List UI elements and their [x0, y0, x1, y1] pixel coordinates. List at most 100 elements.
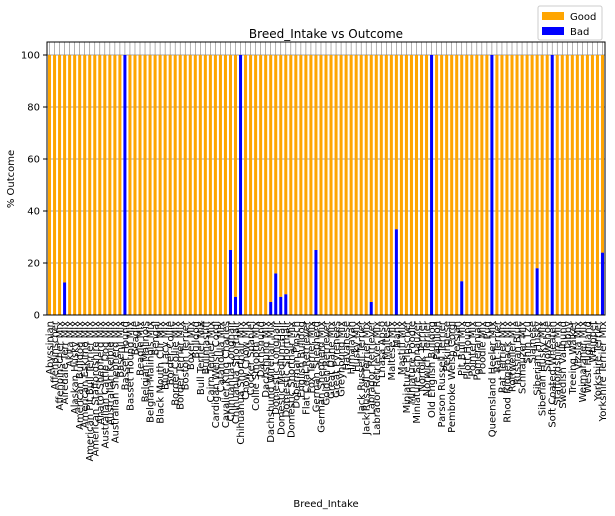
x-tick-label: Russian Blue: [513, 321, 524, 385]
bar-segment: [314, 55, 318, 250]
bar-segment: [595, 55, 599, 315]
x-tick-label: Great Dane Mix: [327, 321, 338, 399]
x-tick-label: Great Pyrenees: [332, 321, 343, 398]
bar-segment: [183, 55, 187, 315]
bar-segment: [133, 55, 137, 315]
bar-segment: [364, 55, 368, 315]
x-tick-label: Collie Smooth Mix: [251, 321, 262, 411]
x-tick-label: Snowshoe: [543, 321, 554, 372]
x-tick-label: Norwich Terrier: [422, 320, 433, 396]
bar-segment: [384, 55, 388, 315]
bar-segment: [480, 55, 484, 315]
bar-segment: [545, 55, 549, 315]
x-tick-label: Anatol Shepherd Mix: [95, 321, 106, 425]
bar-segment: [294, 55, 298, 315]
x-tick-label: Belgian Malinois Mix: [146, 321, 157, 423]
bar-segment: [264, 55, 268, 315]
bar-segment: [460, 55, 464, 282]
bar-segment: [455, 55, 459, 315]
y-tick-label: 40: [27, 207, 40, 218]
x-tick-label: Belgian Malinois: [141, 321, 152, 402]
bar-segment: [329, 55, 333, 315]
x-tick-label: Border Collie Mix: [171, 321, 182, 406]
x-tick-label: Husky Mix: [352, 321, 363, 372]
bar-segment: [108, 55, 112, 315]
bar-segment: [440, 55, 444, 315]
bar-segment: [289, 55, 293, 315]
bar-segment: [525, 55, 529, 315]
x-tick-label: Plott Hound: [462, 321, 473, 380]
x-tick-label: Siamese: [528, 321, 539, 364]
bar-segment: [520, 55, 524, 315]
x-tick-label: Bullmastiff: [201, 320, 212, 375]
bar-segment: [465, 55, 469, 315]
bar-segment: [430, 55, 434, 315]
bar-segment: [515, 55, 519, 315]
bar-segment: [153, 55, 157, 315]
bar-segment: [490, 55, 494, 315]
x-tick-label: Pug: [482, 321, 493, 340]
x-tick-label: Rhod Ridgeback Mix: [502, 321, 513, 423]
bar-segment: [208, 55, 212, 315]
x-tick-label: Rottweiler Mix: [508, 321, 519, 392]
bar-segment: [460, 281, 464, 315]
x-tick-label: Bull Terrier Mix: [196, 321, 207, 395]
y-axis-label: % Outcome: [6, 150, 17, 208]
x-tick-label: Beagle Mix: [136, 321, 147, 376]
bar-segment: [600, 252, 604, 315]
bar-segment: [575, 55, 579, 315]
bar-segment: [304, 55, 308, 315]
x-tick-label: Pomeranian: [472, 321, 483, 381]
bar-segment: [414, 55, 418, 315]
bar-segment: [58, 55, 62, 315]
x-tick-label: Cardigan Welsh Corgi: [211, 321, 222, 428]
bar-segment: [203, 55, 207, 315]
x-tick-label: Poodle Mix: [477, 321, 488, 375]
x-tick-label: Vizsla Mix: [573, 321, 584, 370]
bar-segment: [213, 55, 217, 315]
bar-segment: [148, 55, 152, 315]
bar-segment: [259, 55, 263, 315]
bar-segment: [249, 55, 253, 315]
x-tick-label: Fox Terrier Mix: [306, 321, 317, 394]
bar-segment: [48, 55, 52, 315]
bar-segment: [585, 55, 589, 315]
x-tick-label: Whippet: [588, 321, 599, 363]
bar-segment: [93, 55, 97, 315]
x-tick-label: Miniature Schnauzer: [412, 320, 423, 424]
bar-segment: [485, 55, 489, 315]
bar-segment: [254, 55, 258, 315]
x-tick-label: Border Terrier Mix: [176, 321, 187, 410]
bar-segment: [369, 302, 373, 315]
x-tick-label: Blue Lacy Mix: [161, 321, 172, 390]
x-tick-label: Dachshund Wirehair Mix: [266, 321, 277, 443]
bar-segment: [73, 55, 77, 315]
x-tick-label: Pointer Mix: [467, 321, 478, 377]
bar-segment: [359, 55, 363, 315]
bar-segment: [510, 55, 514, 315]
bar-segment: [420, 55, 424, 315]
x-tick-label: American Pit Bull Terrier Mix: [85, 321, 96, 462]
x-tick-label: Miniature Poodle: [407, 321, 418, 404]
bar-segment: [369, 55, 373, 302]
bar-segment: [234, 296, 238, 315]
bar-segment: [389, 55, 393, 315]
bar-segment: [78, 55, 82, 315]
x-tick-label: Miniature Pinscher: [402, 320, 413, 413]
bar-segment: [394, 229, 398, 315]
bar-segment: [535, 55, 539, 269]
x-tick-label: Manx: [392, 321, 403, 348]
x-tick-label: Alaskan Husky Mix: [70, 321, 81, 414]
x-tick-label: Jack Russell Terrier Mix: [362, 321, 373, 436]
x-tick-label: Schnauzer Mix: [518, 321, 529, 394]
y-tick-label: 60: [27, 155, 40, 166]
bar-segment: [394, 55, 398, 230]
x-tick-label: Rat Terrier Mix: [497, 321, 508, 393]
bar-segment: [334, 55, 338, 315]
y-tick-label: 80: [27, 103, 40, 114]
bar-segment: [319, 55, 323, 315]
x-tick-label: Domestic Shorthair Mix: [286, 321, 297, 438]
x-tick-label: Siberian Husky: [533, 321, 544, 396]
bar-segment: [354, 55, 358, 315]
x-tick-label: Labrador Retriever Mix: [372, 321, 383, 435]
